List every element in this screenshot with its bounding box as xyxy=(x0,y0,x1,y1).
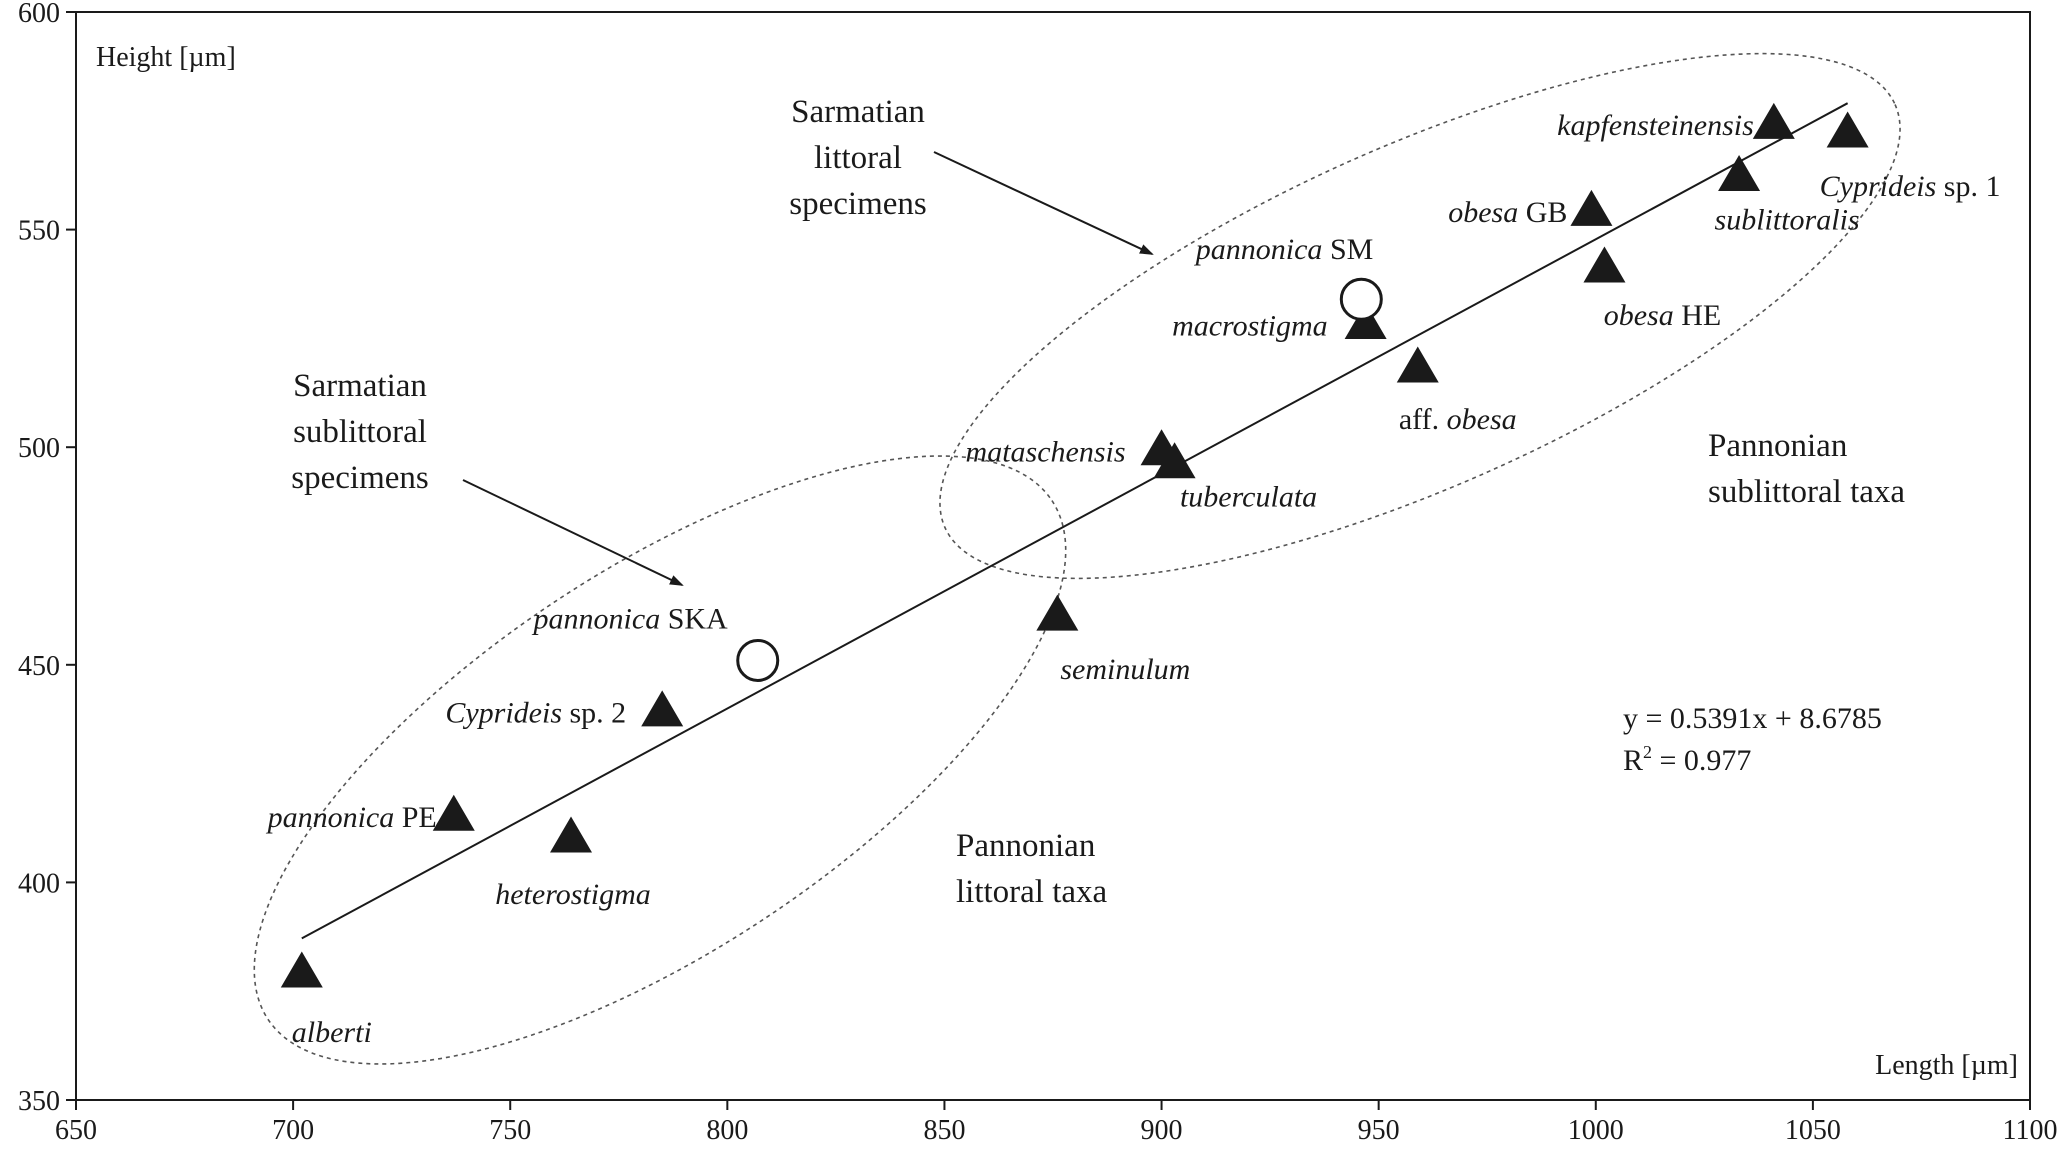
data-label: aff. obesa xyxy=(1399,403,1517,436)
sarmatian-sublittoral-label-line: sublittoral xyxy=(293,414,427,450)
data-label: kapfensteinensis xyxy=(1557,109,1754,142)
data-point-triangle xyxy=(280,951,323,988)
data-label: pannonica SKA xyxy=(532,602,729,635)
data-label: pannonica SM xyxy=(1194,233,1374,266)
data-point-triangle xyxy=(1396,346,1439,383)
data-point-triangle xyxy=(1570,189,1613,226)
data-label: alberti xyxy=(292,1016,372,1049)
data-point-triangle xyxy=(1752,102,1795,139)
sarmatian-littoral-label-line: littoral xyxy=(814,140,902,176)
data-label: macrostigma xyxy=(1172,309,1328,342)
sarmatian-sublittoral-label-line: specimens xyxy=(291,460,428,496)
x-tick-label: 1000 xyxy=(1568,1115,1624,1146)
data-label: Cyprideis sp. 1 xyxy=(1820,170,2001,203)
sublittoral-group-ellipse xyxy=(939,52,1901,580)
data-label: mataschensis xyxy=(966,436,1126,469)
data-point-circle xyxy=(1339,277,1383,321)
sarmatian-littoral-label-line: specimens xyxy=(789,186,926,222)
regression-r2: R2 = 0.977 xyxy=(1623,742,1751,777)
pannonian-sublittoral-label-line: Pannonian xyxy=(1708,428,1847,464)
data-point-circle xyxy=(736,638,780,682)
data-label: pannonica PE xyxy=(266,801,437,834)
y-tick-label: 400 xyxy=(18,868,60,899)
data-label: seminulum xyxy=(1060,653,1190,686)
sarmatian-littoral-label-line: Sarmatian xyxy=(791,94,925,130)
x-tick-label: 1050 xyxy=(1785,1115,1841,1146)
data-label: tuberculata xyxy=(1180,481,1317,514)
pannonian-sublittoral-label-line: sublittoral taxa xyxy=(1708,474,1905,510)
x-axis-title: Length [µm] xyxy=(1875,1050,2018,1081)
x-tick-label: 900 xyxy=(1141,1115,1183,1146)
x-tick-label: 850 xyxy=(923,1115,965,1146)
x-tick-label: 800 xyxy=(706,1115,748,1146)
data-point-triangle xyxy=(1583,246,1626,283)
x-tick-label: 700 xyxy=(272,1115,314,1146)
y-axis-title: Height [µm] xyxy=(96,42,236,73)
pannonian-littoral-label-line: littoral taxa xyxy=(956,874,1108,910)
pannonian-littoral-label-line: Pannonian xyxy=(956,828,1095,864)
littoral-group-ellipse xyxy=(253,455,1067,1065)
data-point-triangle xyxy=(1718,155,1761,192)
y-tick-label: 450 xyxy=(18,651,60,682)
x-tick-label: 650 xyxy=(55,1115,97,1146)
sublittoral-arrow xyxy=(462,479,684,586)
regression-equation: y = 0.5391x + 8.6785 xyxy=(1623,702,1882,735)
data-label: obesa GB xyxy=(1448,196,1567,229)
y-tick-label: 500 xyxy=(18,433,60,464)
data-point-triangle xyxy=(432,794,475,831)
data-label: heterostigma xyxy=(495,878,651,911)
data-label: Cyprideis sp. 2 xyxy=(445,697,626,730)
x-tick-label: 950 xyxy=(1358,1115,1400,1146)
y-tick-label: 350 xyxy=(18,1086,60,1117)
data-label: obesa HE xyxy=(1604,299,1722,332)
data-point-triangle xyxy=(1153,442,1196,479)
data-label: sublittoralis xyxy=(1715,203,1860,236)
data-point-triangle xyxy=(1344,303,1387,340)
sarmatian-sublittoral-label-line: Sarmatian xyxy=(293,368,427,404)
y-tick-label: 550 xyxy=(18,216,60,247)
x-tick-label: 1100 xyxy=(2003,1115,2058,1146)
littoral-arrow xyxy=(933,151,1154,255)
x-tick-label: 750 xyxy=(489,1115,531,1146)
data-point-triangle xyxy=(641,690,684,727)
data-point-triangle xyxy=(1036,594,1079,631)
data-point-triangle xyxy=(550,816,593,853)
regression-line xyxy=(301,102,1849,940)
data-point-triangle xyxy=(1826,111,1869,148)
y-tick-label: 600 xyxy=(18,0,60,29)
plot-frame xyxy=(75,11,2031,1101)
